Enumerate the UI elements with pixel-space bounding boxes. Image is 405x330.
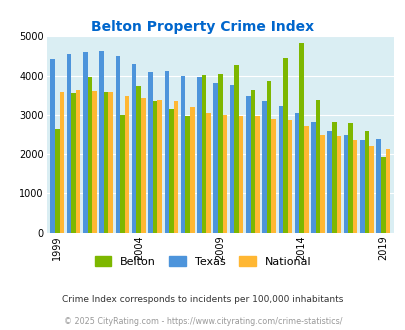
Bar — [347, 123, 352, 233]
Bar — [294, 113, 299, 233]
Bar — [266, 81, 271, 233]
Bar — [157, 100, 162, 233]
Bar — [55, 129, 60, 233]
Bar — [104, 92, 108, 233]
Bar — [278, 106, 282, 233]
Bar — [136, 86, 141, 233]
Bar — [197, 77, 201, 233]
Text: © 2025 CityRating.com - https://www.cityrating.com/crime-statistics/: © 2025 CityRating.com - https://www.city… — [64, 317, 341, 326]
Bar — [250, 90, 254, 233]
Text: Belton Property Crime Index: Belton Property Crime Index — [91, 20, 314, 34]
Bar — [262, 101, 266, 233]
Bar — [245, 96, 250, 233]
Bar — [190, 107, 194, 233]
Bar — [76, 90, 80, 233]
Bar — [336, 136, 340, 233]
Bar — [132, 64, 136, 233]
Bar — [222, 115, 226, 233]
Bar — [327, 131, 331, 233]
Bar — [92, 91, 96, 233]
Bar — [164, 71, 168, 233]
Bar — [299, 43, 303, 233]
Bar — [83, 52, 87, 233]
Bar — [99, 51, 104, 233]
Bar — [141, 98, 145, 233]
Bar — [303, 126, 308, 233]
Bar — [271, 119, 275, 233]
Bar — [50, 59, 55, 233]
Bar — [124, 96, 129, 233]
Bar — [310, 122, 315, 233]
Bar — [148, 72, 152, 233]
Bar — [364, 131, 368, 233]
Bar — [185, 115, 190, 233]
Bar — [352, 140, 356, 233]
Bar — [152, 101, 157, 233]
Bar — [173, 101, 178, 233]
Bar — [180, 76, 185, 233]
Bar — [66, 53, 71, 233]
Bar — [331, 122, 336, 233]
Bar — [385, 149, 389, 233]
Bar — [320, 135, 324, 233]
Bar — [213, 83, 217, 233]
Bar — [168, 109, 173, 233]
Bar — [115, 55, 120, 233]
Legend: Belton, Texas, National: Belton, Texas, National — [90, 252, 315, 272]
Bar — [217, 74, 222, 233]
Bar — [234, 65, 238, 233]
Bar — [120, 115, 124, 233]
Bar — [287, 120, 292, 233]
Bar — [206, 113, 210, 233]
Bar — [229, 85, 234, 233]
Bar — [87, 77, 92, 233]
Text: Crime Index corresponds to incidents per 100,000 inhabitants: Crime Index corresponds to incidents per… — [62, 295, 343, 304]
Bar — [254, 116, 259, 233]
Bar — [315, 100, 320, 233]
Bar — [71, 93, 76, 233]
Bar — [201, 75, 206, 233]
Bar — [375, 139, 380, 233]
Bar — [238, 115, 243, 233]
Bar — [108, 92, 113, 233]
Bar — [282, 58, 287, 233]
Bar — [368, 146, 373, 233]
Bar — [60, 92, 64, 233]
Bar — [343, 135, 347, 233]
Bar — [359, 140, 364, 233]
Bar — [380, 157, 385, 233]
